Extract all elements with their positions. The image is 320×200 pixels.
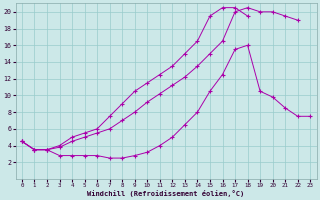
X-axis label: Windchill (Refroidissement éolien,°C): Windchill (Refroidissement éolien,°C) [87, 190, 245, 197]
